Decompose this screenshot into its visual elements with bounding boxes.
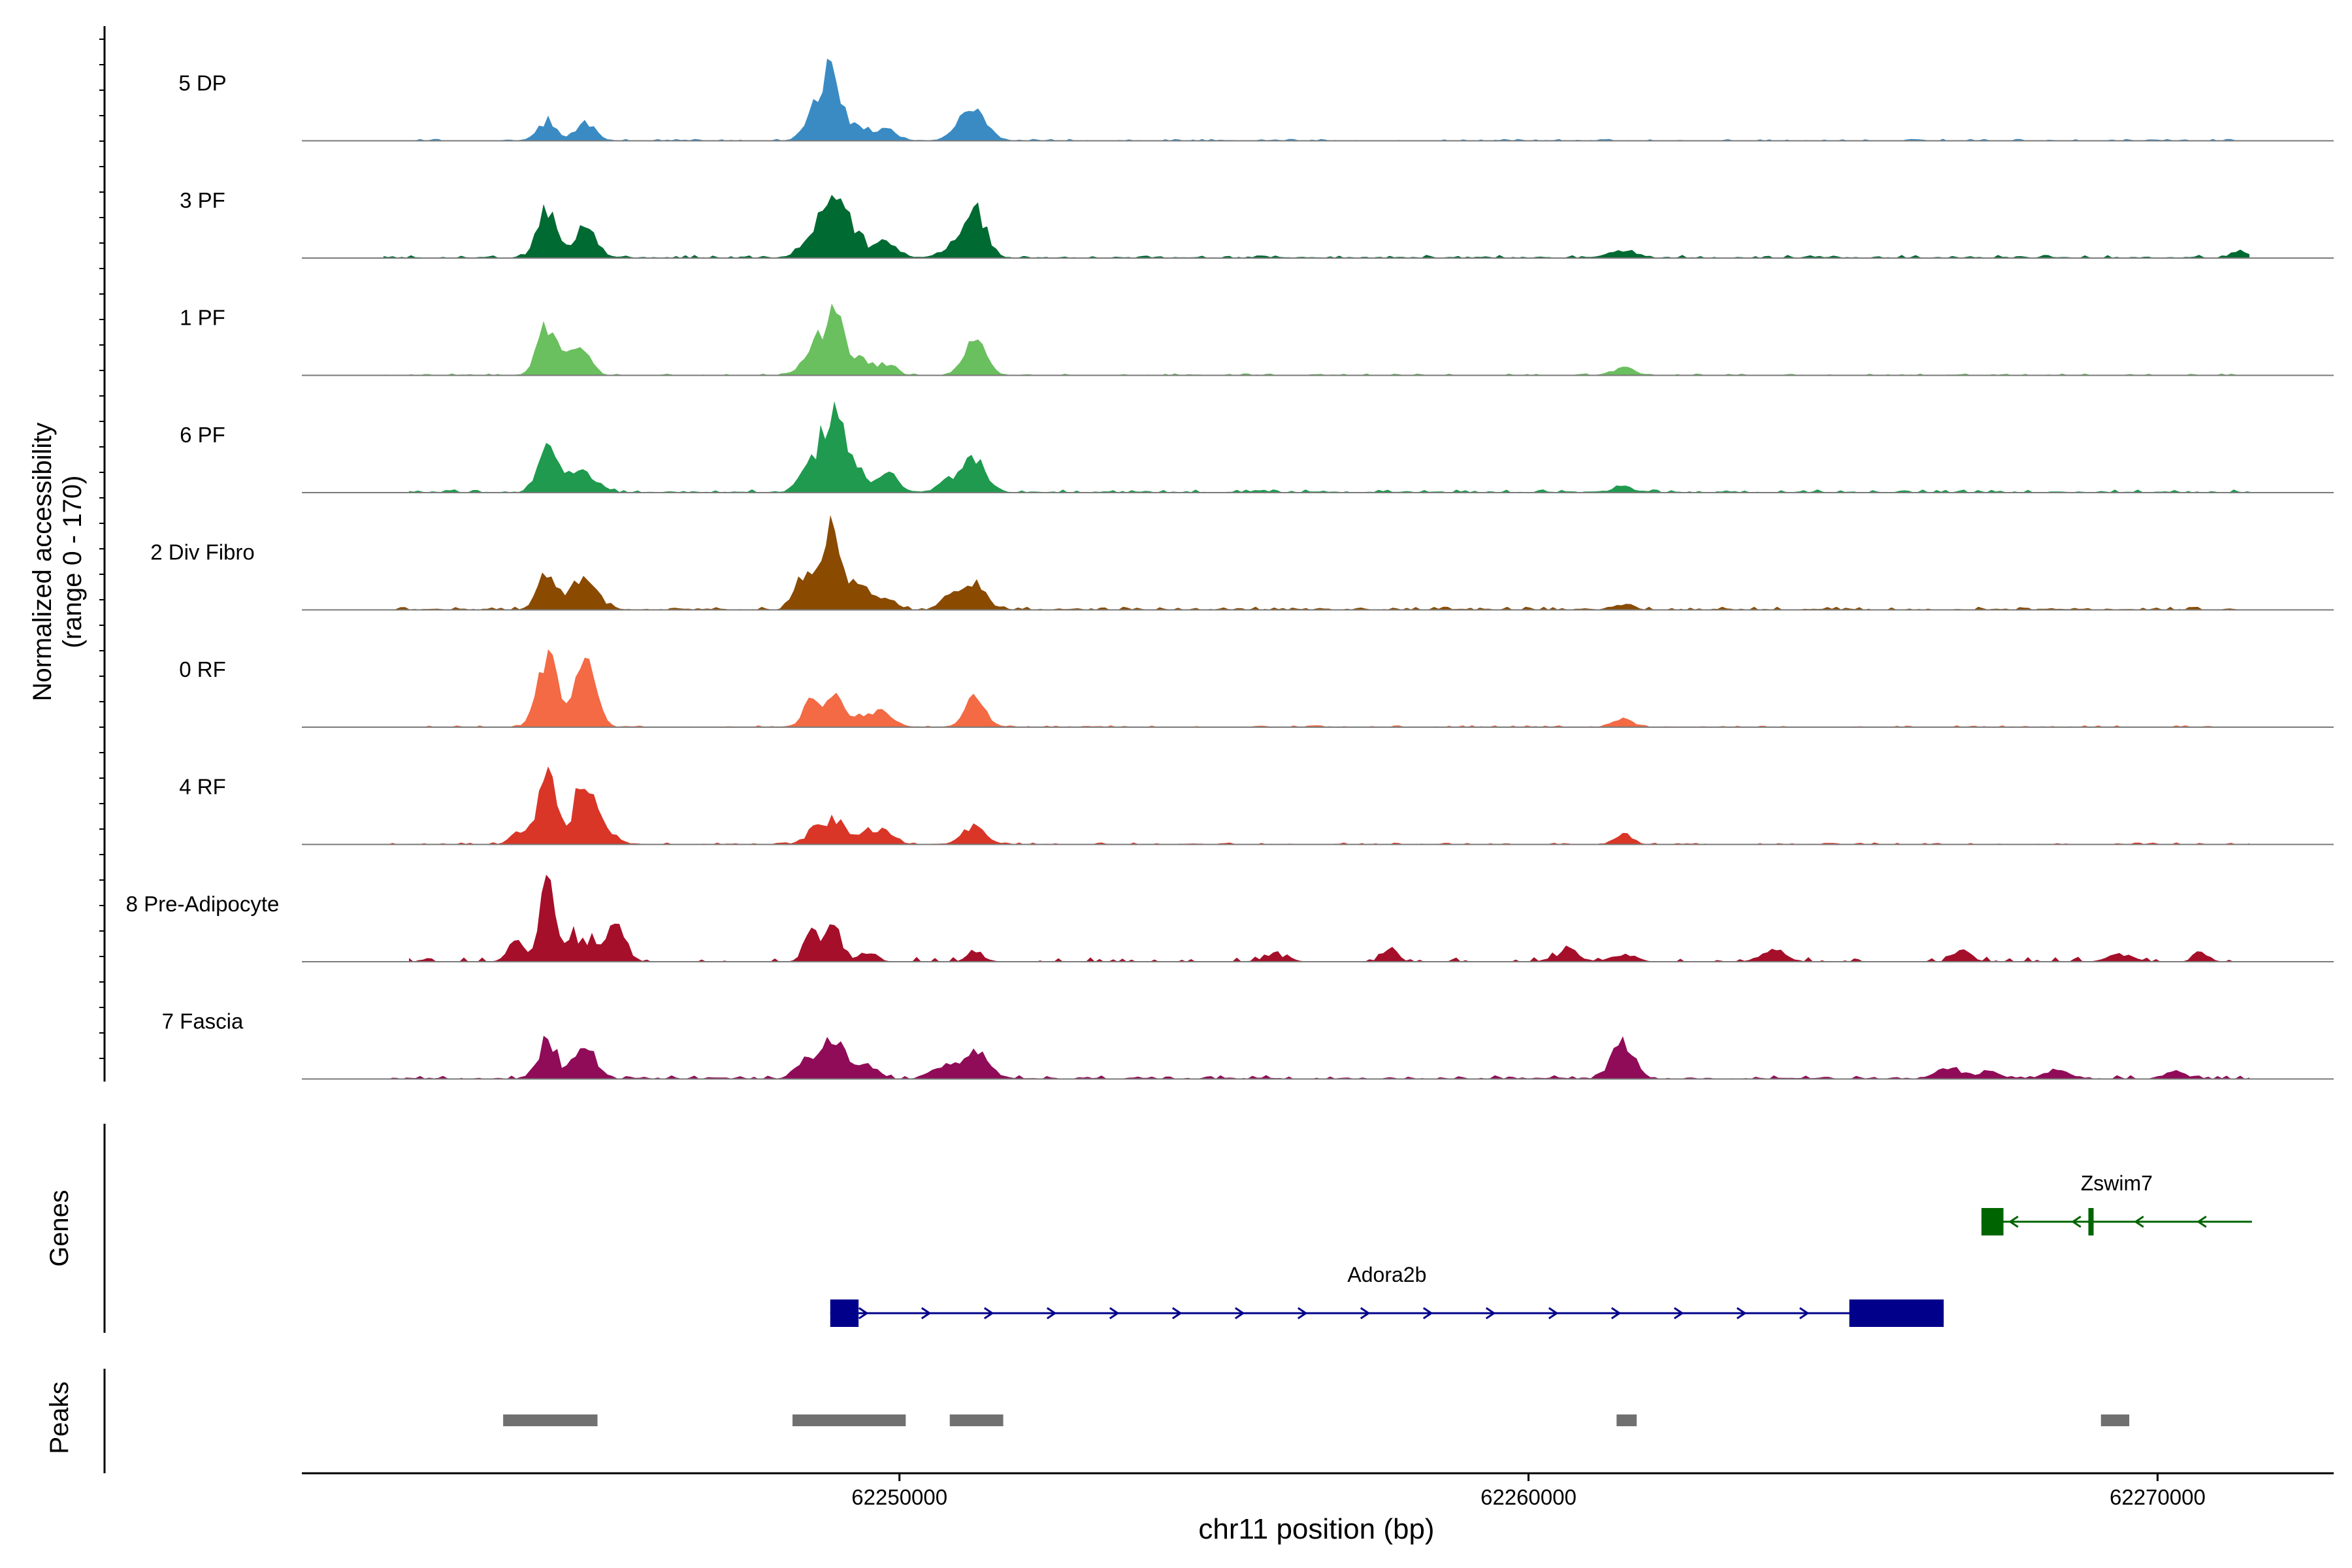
strand-arrow bbox=[2008, 1215, 2019, 1228]
track-7-fascia: 7 Fascia bbox=[162, 1009, 2334, 1080]
axes: 62250000 62260000 62270000 bbox=[99, 26, 2334, 1509]
coverage-area bbox=[396, 515, 2248, 610]
peak-region bbox=[503, 1414, 598, 1426]
track-2-div-fibro: 2 Div Fibro bbox=[150, 515, 2334, 611]
coverage-area bbox=[384, 303, 2236, 376]
track-label: 4 RF bbox=[179, 775, 226, 799]
track-label: 1 PF bbox=[180, 306, 225, 330]
peak-region bbox=[949, 1414, 1004, 1426]
track-label: 5 DP bbox=[178, 71, 226, 95]
coverage-area bbox=[384, 195, 2249, 258]
track-4-rf: 4 RF bbox=[179, 766, 2334, 845]
strand-arrow bbox=[1799, 1307, 1810, 1320]
peak-region bbox=[1616, 1414, 1637, 1426]
strand-arrow bbox=[1171, 1307, 1183, 1320]
strand-arrow bbox=[1485, 1307, 1496, 1320]
strand-arrow bbox=[2197, 1215, 2207, 1228]
strand-arrow bbox=[1736, 1307, 1747, 1320]
gene-exon bbox=[2088, 1208, 2094, 1235]
gene-label: Zswim7 bbox=[2081, 1171, 2153, 1195]
coverage-area bbox=[409, 874, 2238, 962]
coverage-area bbox=[384, 766, 2249, 845]
strand-arrow bbox=[921, 1307, 932, 1320]
strand-arrow bbox=[2071, 1215, 2082, 1228]
peaks-track-label: Peaks bbox=[45, 1381, 74, 1454]
track-1-pf: 1 PF bbox=[180, 303, 2334, 376]
strand-arrow bbox=[983, 1307, 994, 1320]
strand-arrow bbox=[2134, 1215, 2144, 1228]
x-tick-label: 62250000 bbox=[851, 1485, 947, 1509]
strand-arrow bbox=[858, 1307, 869, 1320]
gene-exon bbox=[1849, 1299, 1944, 1327]
strand-arrow bbox=[1109, 1307, 1120, 1320]
genes-track-label: Genes bbox=[45, 1190, 74, 1267]
gene-zswim7: Zswim7 bbox=[1981, 1171, 2252, 1235]
track-label: 0 RF bbox=[179, 657, 226, 681]
strand-arrow bbox=[1234, 1307, 1245, 1320]
strand-arrow bbox=[1548, 1307, 1559, 1320]
gene-exon bbox=[1981, 1208, 2004, 1235]
strand-arrow bbox=[1673, 1307, 1684, 1320]
x-axis-label: chr11 position (bp) bbox=[1198, 1513, 1434, 1545]
track-0-rf: 0 RF bbox=[179, 649, 2334, 728]
track-8-pre-adipocyte: 8 Pre-Adipocyte bbox=[126, 874, 2334, 962]
track-label: 8 Pre-Adipocyte bbox=[126, 892, 280, 916]
strand-arrow bbox=[1046, 1307, 1057, 1320]
gene-label: Adora2b bbox=[1347, 1263, 1426, 1286]
track-label: 2 Div Fibro bbox=[150, 540, 255, 564]
strand-arrow bbox=[1360, 1307, 1371, 1320]
track-label: 3 PF bbox=[180, 188, 225, 212]
x-tick-label: 62270000 bbox=[2110, 1485, 2206, 1509]
track-6-pf: 6 PF bbox=[180, 401, 2334, 493]
track-label: 6 PF bbox=[180, 423, 225, 447]
strand-arrow bbox=[1422, 1307, 1433, 1320]
peak-region bbox=[2100, 1414, 2130, 1426]
track-3-pf: 3 PF bbox=[180, 188, 2334, 259]
track-5-dp: 5 DP bbox=[178, 58, 2334, 142]
strand-arrow bbox=[1297, 1307, 1308, 1320]
gene-adora2b: Adora2b bbox=[830, 1263, 1944, 1327]
coverage-area bbox=[384, 58, 2236, 141]
track-label: 7 Fascia bbox=[162, 1009, 244, 1034]
y-axis-label-line1: Normalized accessibility bbox=[28, 423, 57, 702]
peak-region bbox=[792, 1414, 906, 1426]
strand-arrow bbox=[1610, 1307, 1622, 1320]
y-axis-label-line2: (range 0 - 170) bbox=[58, 476, 87, 649]
coverage-tracks: 5 DP 3 PF 1 PF 6 PF 2 Div Fibro 0 RF 4 RF 8 Pre… bbox=[126, 58, 2334, 1426]
gene-exon bbox=[830, 1299, 859, 1327]
x-tick-label: 62260000 bbox=[1480, 1485, 1576, 1509]
coverage-area bbox=[409, 401, 2252, 493]
coverage-area bbox=[384, 1036, 2249, 1079]
coverage-area bbox=[384, 649, 2249, 727]
